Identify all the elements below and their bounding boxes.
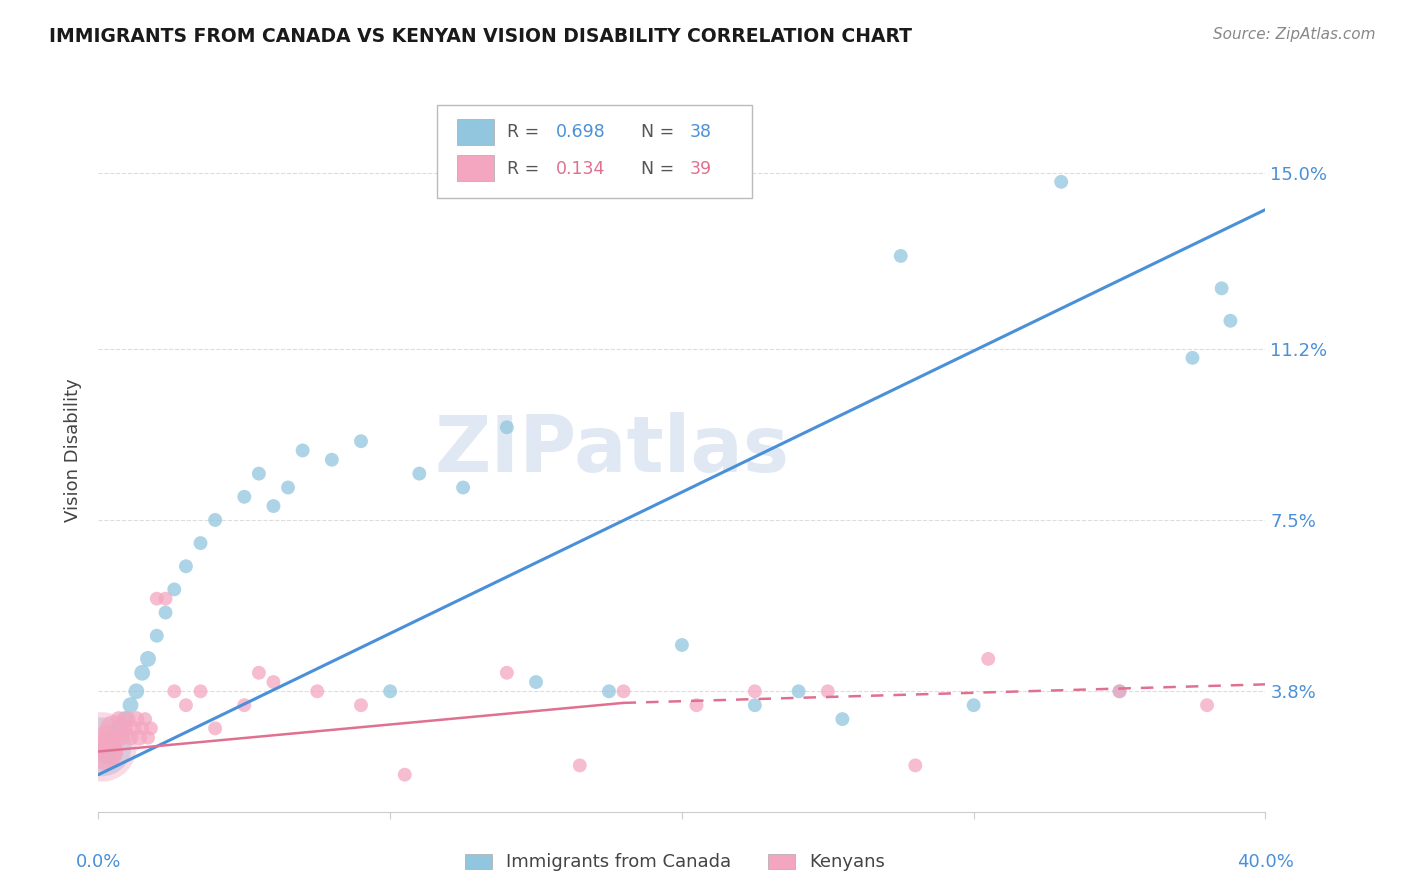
Point <box>139 722 162 736</box>
Point <box>904 758 927 772</box>
Text: 40.0%: 40.0% <box>1237 854 1294 871</box>
Point <box>394 767 416 781</box>
Point <box>263 499 285 513</box>
Point <box>108 712 131 726</box>
Point <box>598 684 620 698</box>
Point <box>146 591 169 606</box>
FancyBboxPatch shape <box>457 119 494 145</box>
Point <box>114 722 136 736</box>
Point <box>190 536 212 550</box>
Point <box>120 731 142 745</box>
Point <box>962 698 984 713</box>
Point <box>134 712 156 726</box>
FancyBboxPatch shape <box>457 155 494 181</box>
Point <box>128 731 150 745</box>
Point <box>104 731 127 745</box>
Point <box>96 744 118 758</box>
Point <box>120 698 142 713</box>
Point <box>350 698 373 713</box>
Point <box>117 712 139 726</box>
Point <box>496 420 519 434</box>
Point <box>321 452 343 467</box>
Text: R =: R = <box>508 161 544 178</box>
Point <box>163 582 186 597</box>
Point <box>101 722 124 736</box>
Point <box>155 606 177 620</box>
Point <box>787 684 810 698</box>
Point <box>125 712 148 726</box>
Point <box>263 675 285 690</box>
Point <box>568 758 591 772</box>
Point <box>744 698 766 713</box>
Text: IMMIGRANTS FROM CANADA VS KENYAN VISION DISABILITY CORRELATION CHART: IMMIGRANTS FROM CANADA VS KENYAN VISION … <box>49 27 912 45</box>
Point <box>131 722 153 736</box>
Point <box>671 638 693 652</box>
Point <box>136 731 159 745</box>
Point <box>174 559 197 574</box>
Point <box>146 629 169 643</box>
Point <box>190 684 212 698</box>
Point <box>1197 698 1219 713</box>
Point <box>204 513 226 527</box>
Point <box>277 481 299 495</box>
Text: 0.134: 0.134 <box>555 161 605 178</box>
Text: 0.698: 0.698 <box>555 123 606 141</box>
Point <box>111 731 134 745</box>
Point <box>380 684 402 698</box>
Point <box>247 467 270 481</box>
Point <box>408 467 430 481</box>
Point <box>1108 684 1130 698</box>
Text: N =: N = <box>641 123 681 141</box>
Point <box>451 481 474 495</box>
Point <box>977 652 1000 666</box>
Text: ZIPatlas: ZIPatlas <box>434 412 789 489</box>
Text: N =: N = <box>641 161 681 178</box>
Point <box>350 434 373 449</box>
Point <box>101 731 124 745</box>
Point <box>1211 281 1233 295</box>
Point <box>163 684 186 698</box>
Point <box>233 698 256 713</box>
Point <box>1181 351 1204 365</box>
Point <box>1219 314 1241 328</box>
Point <box>307 684 329 698</box>
Point <box>93 744 115 758</box>
Legend: Immigrants from Canada, Kenyans: Immigrants from Canada, Kenyans <box>457 847 893 879</box>
Text: 38: 38 <box>690 123 711 141</box>
Text: Source: ZipAtlas.com: Source: ZipAtlas.com <box>1212 27 1375 42</box>
Point <box>155 591 177 606</box>
Point <box>613 684 636 698</box>
Point <box>685 698 707 713</box>
Point <box>496 665 519 680</box>
Point <box>890 249 912 263</box>
Point <box>90 739 112 754</box>
Point <box>1108 684 1130 698</box>
Point <box>96 731 118 745</box>
Point <box>90 739 112 754</box>
Text: R =: R = <box>508 123 544 141</box>
Text: 0.0%: 0.0% <box>76 854 121 871</box>
Point <box>233 490 256 504</box>
Point <box>817 684 839 698</box>
Point <box>204 722 226 736</box>
Point <box>744 684 766 698</box>
Text: 39: 39 <box>690 161 713 178</box>
Point <box>291 443 314 458</box>
Point <box>1050 175 1073 189</box>
Point <box>125 684 148 698</box>
Point <box>131 665 153 680</box>
Point <box>136 652 159 666</box>
Point <box>524 675 547 690</box>
Point <box>174 698 197 713</box>
Point <box>98 744 121 758</box>
Point <box>114 712 136 726</box>
Point <box>108 722 131 736</box>
Point <box>247 665 270 680</box>
FancyBboxPatch shape <box>437 105 752 198</box>
Y-axis label: Vision Disability: Vision Disability <box>65 378 83 523</box>
Point <box>831 712 853 726</box>
Point <box>122 722 145 736</box>
